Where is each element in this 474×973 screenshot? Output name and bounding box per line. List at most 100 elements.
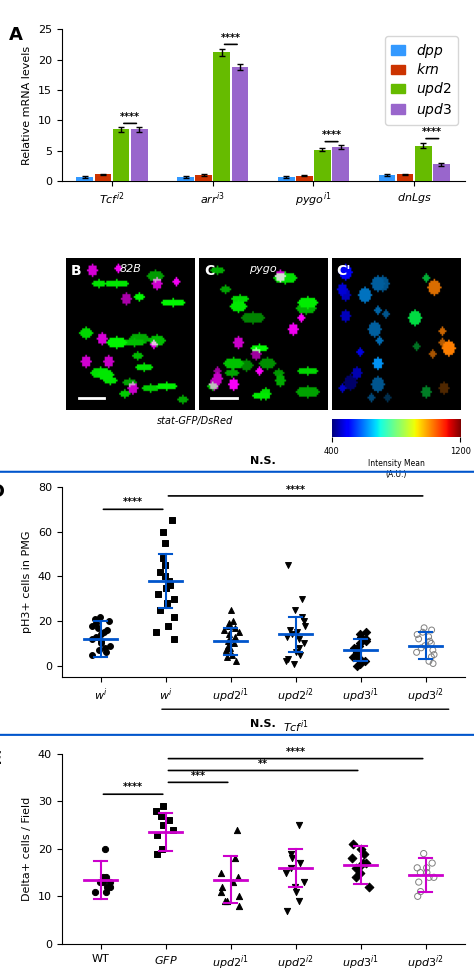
Point bbox=[233, 822, 240, 838]
Point bbox=[284, 558, 292, 573]
Point bbox=[301, 875, 308, 890]
Point bbox=[162, 558, 169, 573]
Point bbox=[354, 647, 361, 663]
Point bbox=[232, 654, 240, 669]
Point bbox=[284, 651, 292, 667]
Point bbox=[425, 629, 432, 644]
Point bbox=[106, 875, 114, 890]
Point bbox=[425, 654, 433, 669]
Text: ****: **** bbox=[422, 127, 442, 137]
Point bbox=[428, 855, 436, 871]
Point bbox=[88, 618, 96, 633]
Point bbox=[362, 625, 370, 640]
Point bbox=[102, 644, 110, 660]
Point bbox=[165, 573, 173, 589]
Point bbox=[353, 642, 360, 658]
Point bbox=[96, 609, 103, 625]
Point bbox=[295, 893, 302, 909]
Point bbox=[359, 855, 366, 871]
Point bbox=[156, 564, 164, 580]
Point bbox=[417, 865, 424, 881]
Point bbox=[358, 841, 365, 856]
Point bbox=[94, 620, 102, 635]
Point bbox=[428, 622, 436, 637]
Y-axis label: Relative mRNA levels: Relative mRNA levels bbox=[22, 46, 32, 164]
Point bbox=[352, 870, 359, 885]
Text: ****: **** bbox=[321, 130, 342, 140]
Point bbox=[430, 647, 438, 663]
Point bbox=[287, 846, 295, 861]
Point bbox=[225, 616, 233, 631]
Bar bbox=[95, 174, 111, 181]
Point bbox=[293, 625, 301, 640]
Point bbox=[292, 883, 300, 899]
Point bbox=[413, 627, 421, 642]
Point bbox=[97, 633, 104, 649]
Point bbox=[288, 627, 296, 642]
Point bbox=[217, 865, 225, 881]
Point bbox=[106, 879, 113, 894]
Text: **: ** bbox=[258, 759, 268, 769]
Point bbox=[236, 898, 243, 914]
Bar bbox=[195, 175, 212, 181]
Point bbox=[356, 627, 364, 642]
Point bbox=[353, 644, 361, 660]
Point bbox=[299, 591, 306, 606]
Point bbox=[413, 644, 420, 660]
Point bbox=[231, 620, 239, 635]
Point bbox=[220, 622, 228, 637]
Point bbox=[99, 875, 107, 890]
Point bbox=[355, 860, 362, 876]
Point bbox=[231, 629, 238, 644]
Point bbox=[227, 602, 235, 618]
Point bbox=[295, 631, 303, 647]
Point bbox=[162, 580, 170, 595]
Point bbox=[221, 893, 229, 909]
Point bbox=[362, 633, 370, 649]
Point bbox=[91, 883, 99, 899]
Point bbox=[106, 638, 114, 654]
Point bbox=[91, 611, 99, 627]
Point bbox=[234, 870, 242, 885]
Text: $Tcf^{i1}$: $Tcf^{i1}$ bbox=[283, 719, 309, 736]
Bar bbox=[232, 67, 248, 181]
Point bbox=[101, 841, 109, 856]
Point bbox=[362, 654, 369, 669]
Point bbox=[170, 631, 178, 647]
Point bbox=[170, 591, 177, 606]
Point bbox=[161, 535, 169, 551]
Point bbox=[159, 523, 167, 539]
Point bbox=[89, 647, 96, 663]
Text: ****: **** bbox=[123, 782, 143, 792]
Point bbox=[301, 618, 309, 633]
Point bbox=[93, 616, 100, 631]
Bar bbox=[131, 129, 147, 181]
Point bbox=[222, 642, 230, 658]
Bar bbox=[213, 53, 230, 181]
Point bbox=[423, 865, 431, 881]
Point bbox=[415, 875, 422, 890]
Text: D: D bbox=[0, 484, 4, 501]
Point bbox=[153, 625, 160, 640]
Point bbox=[288, 850, 296, 866]
Text: N.S.: N.S. bbox=[250, 719, 276, 729]
Point bbox=[287, 860, 294, 876]
Point bbox=[103, 879, 111, 894]
Point bbox=[226, 640, 234, 656]
Point bbox=[229, 875, 237, 890]
Point bbox=[360, 846, 368, 861]
Point bbox=[350, 649, 357, 665]
Point bbox=[100, 625, 108, 640]
Point bbox=[103, 622, 110, 637]
Point bbox=[153, 846, 160, 861]
Point bbox=[296, 817, 303, 833]
Point bbox=[425, 870, 433, 885]
Point bbox=[102, 870, 110, 885]
Point bbox=[353, 658, 361, 673]
Text: ****: **** bbox=[221, 33, 241, 43]
Point bbox=[102, 883, 110, 899]
Text: stat-GFP/DsRed: stat-GFP/DsRed bbox=[156, 416, 233, 426]
Point bbox=[429, 642, 437, 658]
Point bbox=[348, 850, 356, 866]
Point bbox=[161, 568, 169, 584]
